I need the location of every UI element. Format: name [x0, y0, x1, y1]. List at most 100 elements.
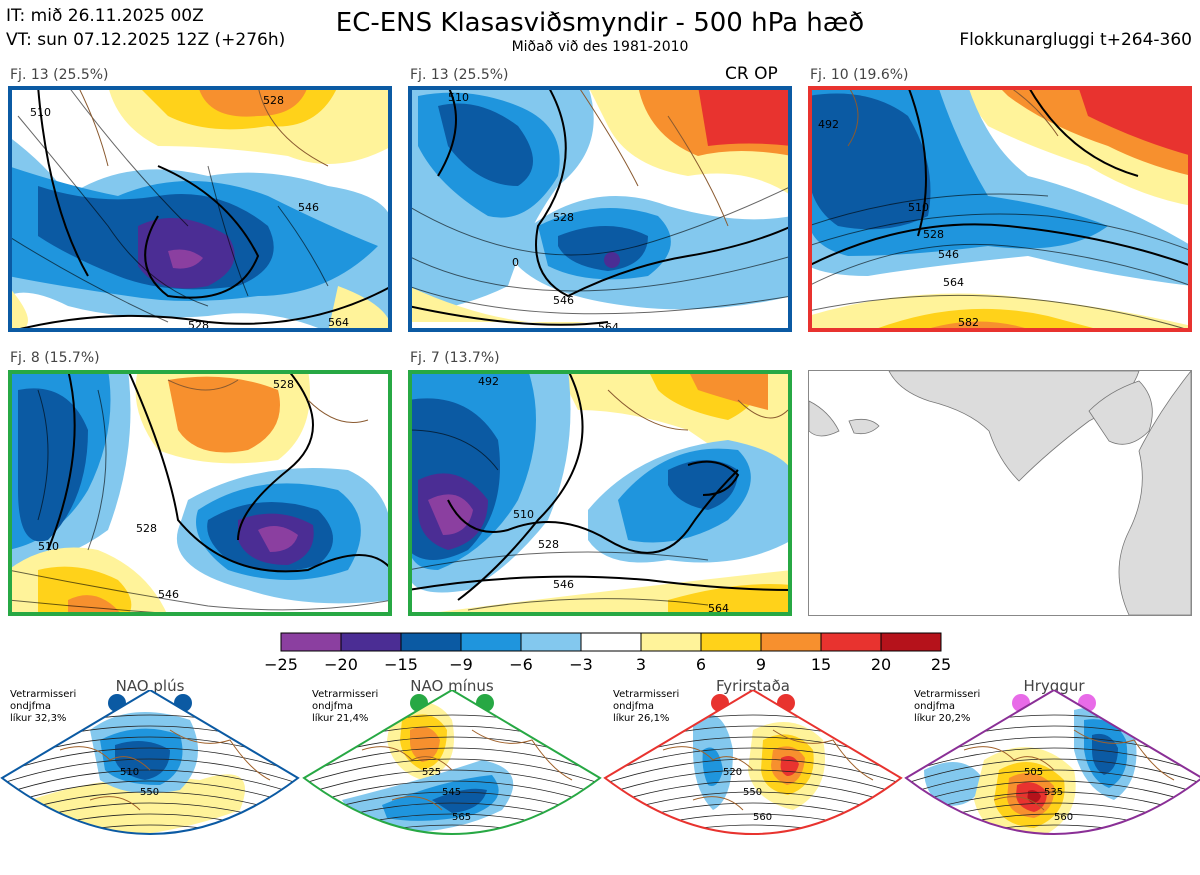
- regime-info: Vetrarmisseri ondjfma líkur 20,2%: [914, 689, 980, 725]
- regime-info-line: Vetrarmisseri: [312, 689, 379, 700]
- regime-info-line: ondjfma: [312, 701, 353, 712]
- regime-name: Fyrirstaða: [716, 677, 790, 695]
- height-contour: [605, 758, 901, 785]
- height-contour: [304, 824, 600, 834]
- regime-info-line: líkur 20,2%: [914, 713, 971, 724]
- height-contour: [2, 824, 298, 834]
- contour-label: 0: [512, 256, 519, 269]
- height-contour: [906, 824, 1200, 834]
- contour-label: 528: [263, 94, 284, 107]
- colorbar-swatch: [400, 632, 462, 652]
- colorbar-swatch: [520, 632, 582, 652]
- regime-map: 505 535 560: [904, 688, 1200, 875]
- contour-label: 564: [328, 316, 349, 329]
- height-contour: [605, 747, 901, 774]
- contour-label: 510: [30, 106, 51, 119]
- cluster-map-4-border: [8, 370, 392, 616]
- height-contour: [605, 780, 901, 807]
- colorbar-swatch: [340, 632, 402, 652]
- colorbar-tick-label: −20: [324, 655, 358, 674]
- contour-label: 510: [120, 767, 139, 778]
- contour-label: 564: [943, 276, 964, 289]
- regime-info: Vetrarmisseri ondjfma líkur 26,1%: [613, 689, 679, 725]
- contour-label: 510: [448, 91, 469, 104]
- coastline: [662, 729, 874, 811]
- cluster-map-2: 510 528 546 564 0: [408, 86, 792, 332]
- colorbar-tick-label: −6: [509, 655, 533, 674]
- colorbar-swatch: [580, 632, 642, 652]
- height-contour: [605, 824, 901, 834]
- regime-info-line: líkur 21,4%: [312, 713, 369, 724]
- anomaly-colorbar: [280, 632, 943, 656]
- cluster-map-2-border: [408, 86, 792, 332]
- contour-label: 546: [553, 294, 574, 307]
- page-subtitle: Miðað við des 1981-2010: [511, 39, 689, 55]
- colorbar-swatch: [700, 632, 762, 652]
- contour-label: 550: [140, 787, 159, 798]
- height-contour: [2, 780, 298, 807]
- contour-label: 528: [923, 228, 944, 241]
- height-contour: [304, 747, 600, 774]
- height-contour: [904, 836, 1200, 861]
- height-contour: [302, 836, 602, 861]
- regime-border: [302, 688, 602, 835]
- height-contour: [906, 780, 1200, 807]
- regime-info-line: Vetrarmisseri: [914, 689, 981, 700]
- anomaly-area: [924, 707, 1137, 806]
- contour-label: 565: [452, 812, 471, 823]
- regime-info: Vetrarmisseri ondjfma líkur 32,3%: [10, 689, 76, 725]
- contour-label: 550: [743, 787, 762, 798]
- colorbar-swatch: [760, 632, 822, 652]
- contour-label: 492: [478, 375, 499, 388]
- regime-name: NAO mínus: [410, 677, 494, 695]
- coastline: [963, 729, 1175, 811]
- colorbar-swatch: [820, 632, 882, 652]
- contour-label: 492: [818, 118, 839, 131]
- contour-label: 528: [273, 378, 294, 391]
- colorbar-swatch: [880, 632, 942, 652]
- height-contour: [603, 836, 903, 861]
- cluster-map-3: 492 510 528 546 564 582: [808, 86, 1192, 332]
- regime-info-line: Vetrarmisseri: [10, 689, 77, 700]
- regime-info-line: ondjfma: [10, 701, 51, 712]
- colorbar-tick-label: 15: [810, 655, 832, 674]
- colorbar-tick-label: 20: [870, 655, 892, 674]
- cluster-map-1: 510 528 546 564 528: [8, 86, 392, 332]
- regime-info-line: líkur 32,3%: [10, 713, 67, 724]
- contour-label: 582: [958, 316, 979, 329]
- contour-label: 546: [938, 248, 959, 261]
- regime-info: Vetrarmisseri ondjfma líkur 21,4%: [312, 689, 378, 725]
- regime-info-line: ondjfma: [914, 701, 955, 712]
- colorbar-tick-label: −9: [449, 655, 473, 674]
- coastline: [361, 729, 573, 811]
- anomaly-area: [1092, 733, 1118, 775]
- colorbar-swatch: [460, 632, 522, 652]
- contour-label: 510: [908, 201, 929, 214]
- contour-label: 528: [136, 522, 157, 535]
- valid-time: VT: sun 07.12.2025 12Z (+276h): [6, 30, 286, 50]
- contour-label: 546: [158, 588, 179, 601]
- cluster-map-4: 528 510 546 528: [8, 370, 392, 616]
- panel-5-label: Fj. 7 (13.7%): [410, 350, 500, 366]
- panel-1-label: Fj. 13 (25.5%): [10, 67, 109, 83]
- empty-base-map: [808, 370, 1192, 616]
- anomaly-area: [432, 788, 487, 813]
- anomaly-area: [1027, 790, 1041, 803]
- colorbar-tick-label: 25: [930, 655, 952, 674]
- panel-4-label: Fj. 8 (15.7%): [10, 350, 100, 366]
- height-contour: [304, 758, 600, 785]
- height-contour: [2, 747, 298, 774]
- contour-label: 545: [442, 787, 461, 798]
- colorbar-swatch: [280, 632, 342, 652]
- height-contour: [906, 747, 1200, 774]
- regime-map: 520 550 560: [603, 688, 903, 875]
- height-contour: [2, 758, 298, 785]
- colorbar-tick-label: 6: [695, 655, 707, 674]
- colorbar-swatch: [640, 632, 702, 652]
- regime-map: 510 550: [0, 688, 300, 875]
- colorbar-tick-label: −3: [569, 655, 593, 674]
- regime-info-line: ondjfma: [613, 701, 654, 712]
- colorbar-tick-label: −25: [264, 655, 298, 674]
- regime-border: [603, 688, 903, 835]
- regime-name: NAO plús: [115, 677, 185, 695]
